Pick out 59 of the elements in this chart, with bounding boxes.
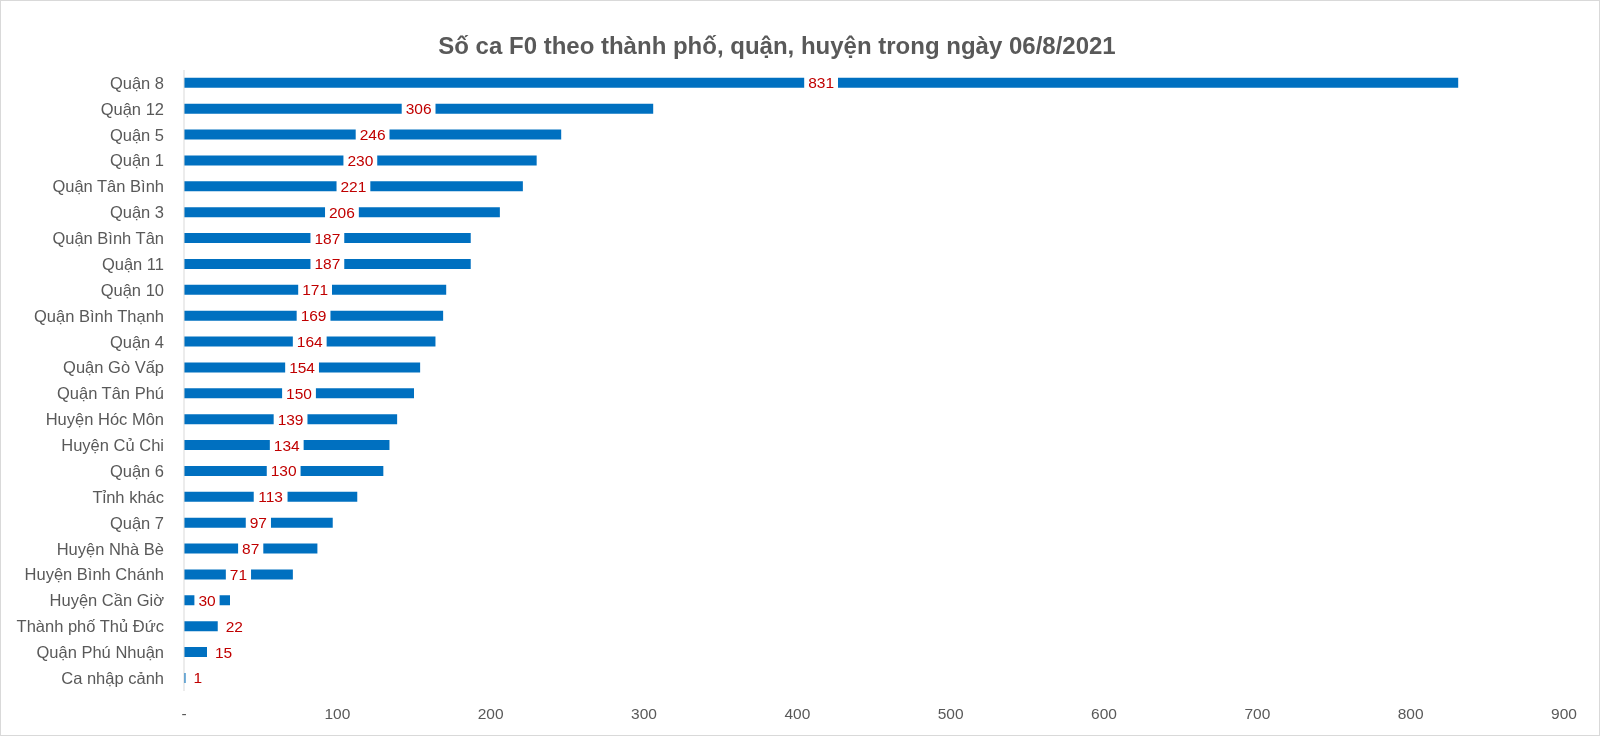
- y-tick-label: Huyện Cần Giờ: [49, 591, 165, 610]
- x-tick-label: 800: [1397, 705, 1424, 723]
- y-tick-label: Huyện Hóc Môn: [45, 410, 164, 429]
- x-tick-label: 700: [1244, 705, 1271, 723]
- data-label: 97: [249, 514, 267, 532]
- data-label: 206: [329, 203, 355, 221]
- y-tick-label: Quận 8: [109, 73, 164, 92]
- y-tick-label: Huyện Bình Chánh: [24, 565, 164, 584]
- data-label: 134: [273, 436, 301, 454]
- x-tick-label: 200: [477, 705, 504, 723]
- y-tick-label: Quận 12: [100, 99, 164, 118]
- x-tick-label: 500: [937, 705, 964, 723]
- data-label: 171: [302, 281, 329, 299]
- x-tick-label: 600: [1091, 705, 1118, 723]
- data-label: 164: [296, 333, 324, 351]
- data-label: 187: [314, 229, 341, 247]
- y-tick-label: Quận Bình Tân: [52, 229, 164, 248]
- y-tick-label: Thành phố Thủ Đức: [16, 617, 164, 636]
- y-tick-label: Quận 5: [109, 125, 164, 144]
- data-label: 22: [225, 617, 243, 635]
- x-tick-label: 100: [324, 705, 351, 723]
- data-label: 831: [808, 74, 835, 92]
- y-tick-label: Quận 6: [109, 461, 164, 480]
- y-tick-label: Quận Bình Thạnh: [34, 306, 164, 325]
- y-tick-label: Quận Tân Phú: [56, 384, 164, 403]
- y-tick-label: Quận 10: [100, 280, 164, 299]
- x-tick-label: 900: [1551, 705, 1578, 723]
- chart-title: Số ca F0 theo thành phố, quận, huyện trong ngày 06/8/2021: [437, 32, 1117, 60]
- y-tick-label: Huyện Củ Chi: [61, 436, 164, 455]
- x-tick-label: 400: [784, 705, 811, 723]
- data-label: 150: [286, 384, 313, 402]
- data-label: 139: [277, 410, 304, 428]
- y-tick-label: Quận 11: [101, 254, 164, 273]
- data-label: 230: [347, 151, 374, 169]
- y-tick-label: Quận 3: [109, 203, 164, 222]
- data-label: 113: [258, 488, 283, 506]
- data-label: 87: [242, 540, 260, 558]
- x-tick-label: 300: [631, 705, 658, 723]
- y-tick-label: Tỉnh khác: [92, 487, 164, 506]
- y-tick-label: Ca nhập cảnh: [61, 668, 164, 687]
- y-tick-label: Quận 1: [109, 151, 164, 170]
- y-tick-label: Quận 4: [109, 332, 164, 351]
- data-label: 154: [289, 358, 316, 376]
- data-label: 15: [214, 643, 233, 661]
- data-label: 1: [193, 669, 203, 687]
- data-label: 130: [270, 462, 297, 480]
- data-label: 30: [198, 591, 216, 609]
- data-label: 71: [229, 565, 248, 583]
- y-tick-label: Quận 7: [109, 513, 164, 532]
- data-label: 221: [340, 177, 367, 195]
- data-label: 187: [314, 255, 341, 273]
- data-label: 169: [300, 307, 327, 325]
- y-tick-label: Huyện Nhà Bè: [56, 539, 164, 558]
- y-tick-label: Quận Phú Nhuận: [36, 643, 164, 662]
- y-tick-label: Quận Gò Vấp: [63, 358, 164, 377]
- y-tick-label: Quận Tân Bình: [52, 177, 164, 196]
- data-label: 306: [405, 100, 432, 118]
- x-tick-label: -: [181, 705, 187, 723]
- data-label: 246: [359, 126, 386, 144]
